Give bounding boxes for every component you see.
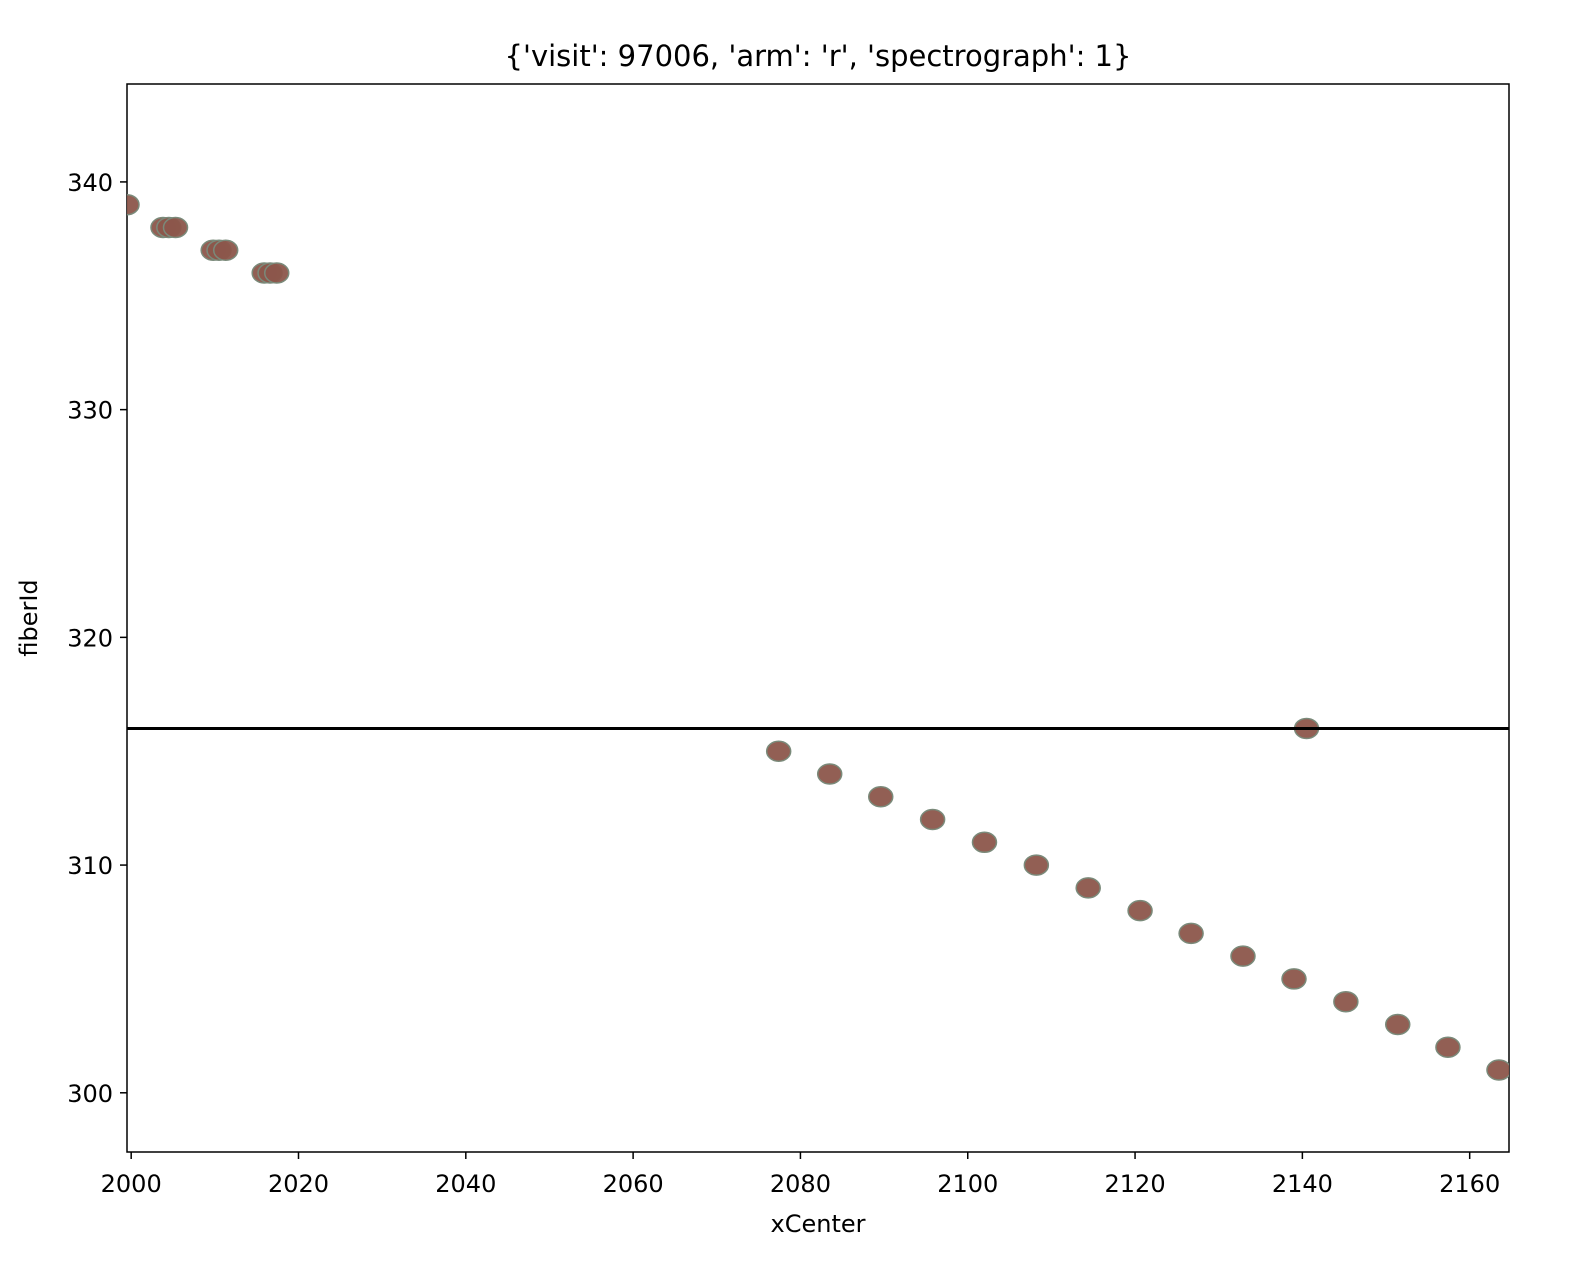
x-axis-label: xCenter (771, 1210, 866, 1238)
data-points (127, 193, 1509, 1081)
data-point (919, 808, 946, 831)
data-point (1178, 922, 1204, 945)
x-tick-label: 2100 (937, 1170, 998, 1198)
y-axis-label: fiberId (15, 579, 43, 656)
data-point (263, 262, 290, 284)
data-point (971, 831, 998, 854)
y-axis-ticks: 300 310 320 330 340 (67, 169, 127, 1108)
data-point (816, 763, 843, 785)
data-point (1281, 968, 1307, 990)
x-tick-label: 2020 (268, 1170, 329, 1198)
data-point (1023, 854, 1050, 876)
data-point (1486, 1059, 1509, 1081)
x-axis-ticks: 2000 2020 2040 2060 2080 2100 2120 2140 2160 (101, 1152, 1500, 1198)
y-tick-label: 320 (67, 624, 113, 652)
data-point (867, 786, 894, 808)
x-tick-label: 2040 (435, 1170, 496, 1198)
data-point (1435, 1036, 1461, 1058)
x-tick-label: 2060 (603, 1170, 664, 1198)
y-tick-label: 340 (67, 169, 113, 197)
data-point (162, 216, 189, 239)
x-tick-label: 2120 (1105, 1170, 1166, 1198)
x-tick-label: 2000 (101, 1170, 162, 1198)
y-tick-label: 300 (67, 1080, 113, 1108)
data-point (1127, 899, 1153, 922)
data-point (1075, 877, 1101, 899)
data-point (765, 740, 792, 762)
x-tick-label: 2140 (1272, 1170, 1333, 1198)
data-point (1333, 990, 1359, 1013)
data-point (1384, 1013, 1411, 1036)
x-tick-label: 2080 (770, 1170, 831, 1198)
data-point (212, 239, 239, 261)
chart-title: {'visit': 97006, 'arm': 'r', 'spectrogra… (505, 39, 1132, 73)
y-tick-label: 310 (67, 852, 113, 880)
data-point (127, 193, 140, 216)
x-tick-label: 2160 (1439, 1170, 1500, 1198)
y-tick-label: 330 (67, 397, 113, 425)
data-point (1230, 945, 1256, 967)
plot-area-frame (126, 83, 1510, 1153)
